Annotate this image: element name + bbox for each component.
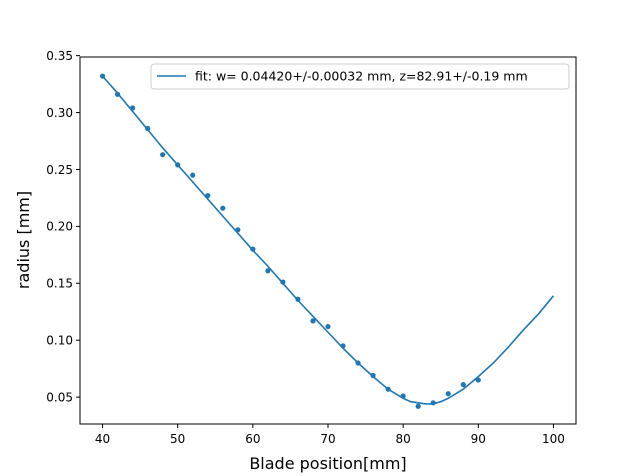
data-point bbox=[220, 205, 226, 211]
fit-line bbox=[101, 75, 555, 405]
legend-label: fit: w= 0.04420+/-0.00032 mm, z=82.91+/-… bbox=[195, 69, 528, 84]
data-point bbox=[400, 393, 406, 399]
y-tick-label: 0.25 bbox=[46, 163, 73, 177]
data-point bbox=[190, 172, 196, 178]
data-point bbox=[295, 296, 301, 302]
data-point bbox=[250, 246, 256, 252]
data-point bbox=[310, 318, 316, 324]
data-points-layer bbox=[99, 73, 481, 409]
x-axis-ticks: 40 50 60 70 80 90 100 bbox=[95, 424, 565, 446]
y-tick-label: 0.10 bbox=[46, 334, 73, 348]
y-tick-label: 0.20 bbox=[46, 220, 73, 234]
fit-line-layer bbox=[101, 75, 555, 405]
y-tick-label: 0.35 bbox=[46, 49, 73, 63]
x-tick-label: 80 bbox=[396, 432, 411, 446]
data-point bbox=[385, 386, 391, 392]
plot-area bbox=[99, 73, 555, 409]
legend-box bbox=[150, 63, 570, 90]
x-tick-label: 50 bbox=[170, 432, 185, 446]
data-point bbox=[445, 391, 451, 397]
data-point bbox=[325, 323, 331, 330]
data-point bbox=[460, 382, 466, 388]
x-tick-label: 60 bbox=[245, 432, 260, 446]
y-tick-label: 0.05 bbox=[46, 390, 73, 404]
data-point bbox=[175, 162, 181, 168]
x-tick-label: 90 bbox=[471, 432, 486, 446]
data-point bbox=[145, 125, 151, 132]
y-tick-label: 0.30 bbox=[46, 106, 73, 120]
data-point bbox=[280, 279, 286, 285]
x-tick-label: 100 bbox=[542, 432, 565, 446]
data-point bbox=[355, 360, 361, 366]
data-point bbox=[235, 227, 241, 233]
data-point bbox=[265, 268, 271, 274]
data-point bbox=[475, 377, 481, 383]
legend: fit: w= 0.04420+/-0.00032 mm, z=82.91+/-… bbox=[150, 63, 570, 90]
x-tick-label: 70 bbox=[320, 432, 335, 446]
data-point bbox=[340, 343, 346, 349]
data-point bbox=[415, 403, 421, 409]
y-tick-label: 0.15 bbox=[46, 277, 73, 291]
x-tick-label: 40 bbox=[95, 432, 110, 446]
data-point bbox=[160, 152, 166, 158]
data-point bbox=[430, 400, 436, 406]
x-axis-title: Blade position[mm] bbox=[249, 454, 406, 473]
data-point bbox=[99, 73, 106, 79]
data-point bbox=[114, 91, 121, 97]
data-point bbox=[130, 105, 136, 111]
data-point bbox=[205, 193, 211, 199]
y-axis-title: radius [mm] bbox=[14, 191, 33, 289]
y-axis-ticks: 0.05 0.10 0.15 0.20 0.25 0.30 0.35 bbox=[46, 49, 80, 404]
data-point bbox=[370, 372, 376, 379]
